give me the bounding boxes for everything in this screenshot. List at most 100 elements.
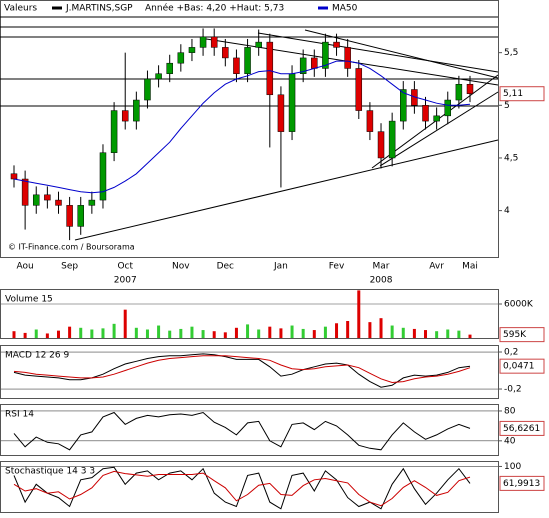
series-line (13, 60, 471, 194)
volume-bar (56, 330, 60, 338)
rsi-frame (0, 404, 499, 456)
y-tick-label: 4,5 (504, 153, 518, 163)
volume-bar (201, 330, 205, 338)
volume-bar (301, 328, 305, 338)
legend-label: J.MARTINS,SGP (65, 4, 133, 14)
x-tick-label: Sep (61, 262, 78, 272)
y-tick-label: 80 (504, 406, 516, 416)
series-line (13, 470, 471, 507)
candle-body (255, 41, 262, 48)
candle-body (155, 73, 162, 80)
volume-bar (246, 324, 250, 338)
candle-body (388, 120, 396, 159)
candle-body (277, 94, 285, 132)
current-value-box (499, 327, 545, 343)
y-tick-label: 4 (504, 206, 510, 216)
volume-bar (335, 323, 339, 338)
y-tick-label: 0,2 (504, 348, 518, 358)
volume-bar (401, 327, 405, 338)
candle-body (444, 99, 452, 117)
candle-body (44, 194, 51, 201)
candle-body (121, 110, 129, 122)
series-line (13, 411, 471, 451)
candle-body (222, 47, 229, 59)
volume-bar (45, 333, 49, 338)
x-year-label: 2008 (370, 276, 393, 286)
watermark: © IT-Finance.com / Boursorama (8, 243, 135, 252)
volume-bar (23, 332, 27, 338)
current-value-label: 5,11 (503, 89, 523, 99)
volume-bar (257, 329, 261, 338)
candle-body (77, 205, 84, 227)
volume-bar (435, 331, 439, 338)
range-note: Année +Bas: 4,20 +Haut: 5,73 (145, 3, 284, 14)
current-value-box (499, 475, 545, 491)
candle-body (466, 83, 474, 94)
current-value-label: 0,0471 (503, 362, 535, 372)
candle-body (166, 62, 173, 74)
y-tick-label: 5 (504, 101, 510, 111)
price-frame (0, 0, 499, 258)
current-value-box (499, 420, 545, 436)
x-tick-label: Avr (429, 262, 444, 272)
volume-bar (390, 325, 394, 338)
trend-line (379, 91, 499, 167)
current-value-box (499, 358, 545, 374)
volume-bar (112, 323, 116, 338)
candle-body (377, 131, 385, 159)
volume-frame (0, 289, 499, 339)
volume-bar (123, 309, 127, 338)
volume-bar (312, 330, 316, 338)
volume-bar (268, 326, 272, 338)
candle-body (455, 83, 463, 101)
volume-bar (357, 290, 361, 338)
volume-bar (157, 325, 161, 338)
volume-bar (190, 326, 194, 338)
volume-bar (145, 329, 149, 338)
y-tick-label: 5,5 (504, 48, 518, 58)
x-tick-label: Nov (172, 262, 190, 272)
volume-bar (79, 327, 83, 338)
panel-title: MACD 12 26 9 (5, 351, 69, 361)
volume-bar (12, 331, 16, 338)
candle-body (210, 36, 218, 48)
candle-body (422, 105, 429, 122)
panel-title: RSI 14 (5, 410, 34, 420)
candle-body (233, 57, 240, 74)
volume-bar (424, 330, 428, 338)
trend-line (304, 29, 499, 79)
volume-bar (346, 320, 350, 338)
candle-body (133, 99, 140, 122)
candle-body (311, 57, 318, 69)
volume-bar (179, 328, 183, 338)
volume-bar (34, 329, 38, 338)
volume-bar (90, 329, 94, 338)
candle-body (188, 47, 196, 53)
candle-body (433, 115, 440, 122)
volume-bar (101, 328, 105, 338)
candle-body (366, 110, 374, 132)
x-tick-label: Aou (17, 262, 34, 272)
y-tick-label: 100 (504, 462, 521, 472)
y-tick-label: -0,2 (504, 385, 522, 395)
macd-frame (0, 345, 499, 399)
y-tick-label: 6000K (504, 299, 534, 309)
volume-bar (290, 325, 294, 338)
volume-bar (468, 334, 472, 338)
volume-bar (446, 329, 450, 338)
x-tick-label: Mai (462, 262, 478, 272)
stoch-frame (0, 461, 499, 513)
candle-body (21, 178, 29, 206)
volume-bar (412, 328, 416, 338)
volume-bar (323, 326, 327, 338)
volume-bar (457, 330, 461, 338)
candle-body (10, 173, 18, 180)
volume-bar (212, 331, 216, 338)
candle-body (55, 199, 62, 206)
x-tick-label: Mar (373, 262, 390, 272)
candle-body (32, 194, 40, 206)
current-value-label: 56,6261 (503, 424, 540, 434)
candle-body (177, 52, 185, 64)
legend-background (1, 1, 421, 15)
volume-bar (368, 322, 372, 338)
